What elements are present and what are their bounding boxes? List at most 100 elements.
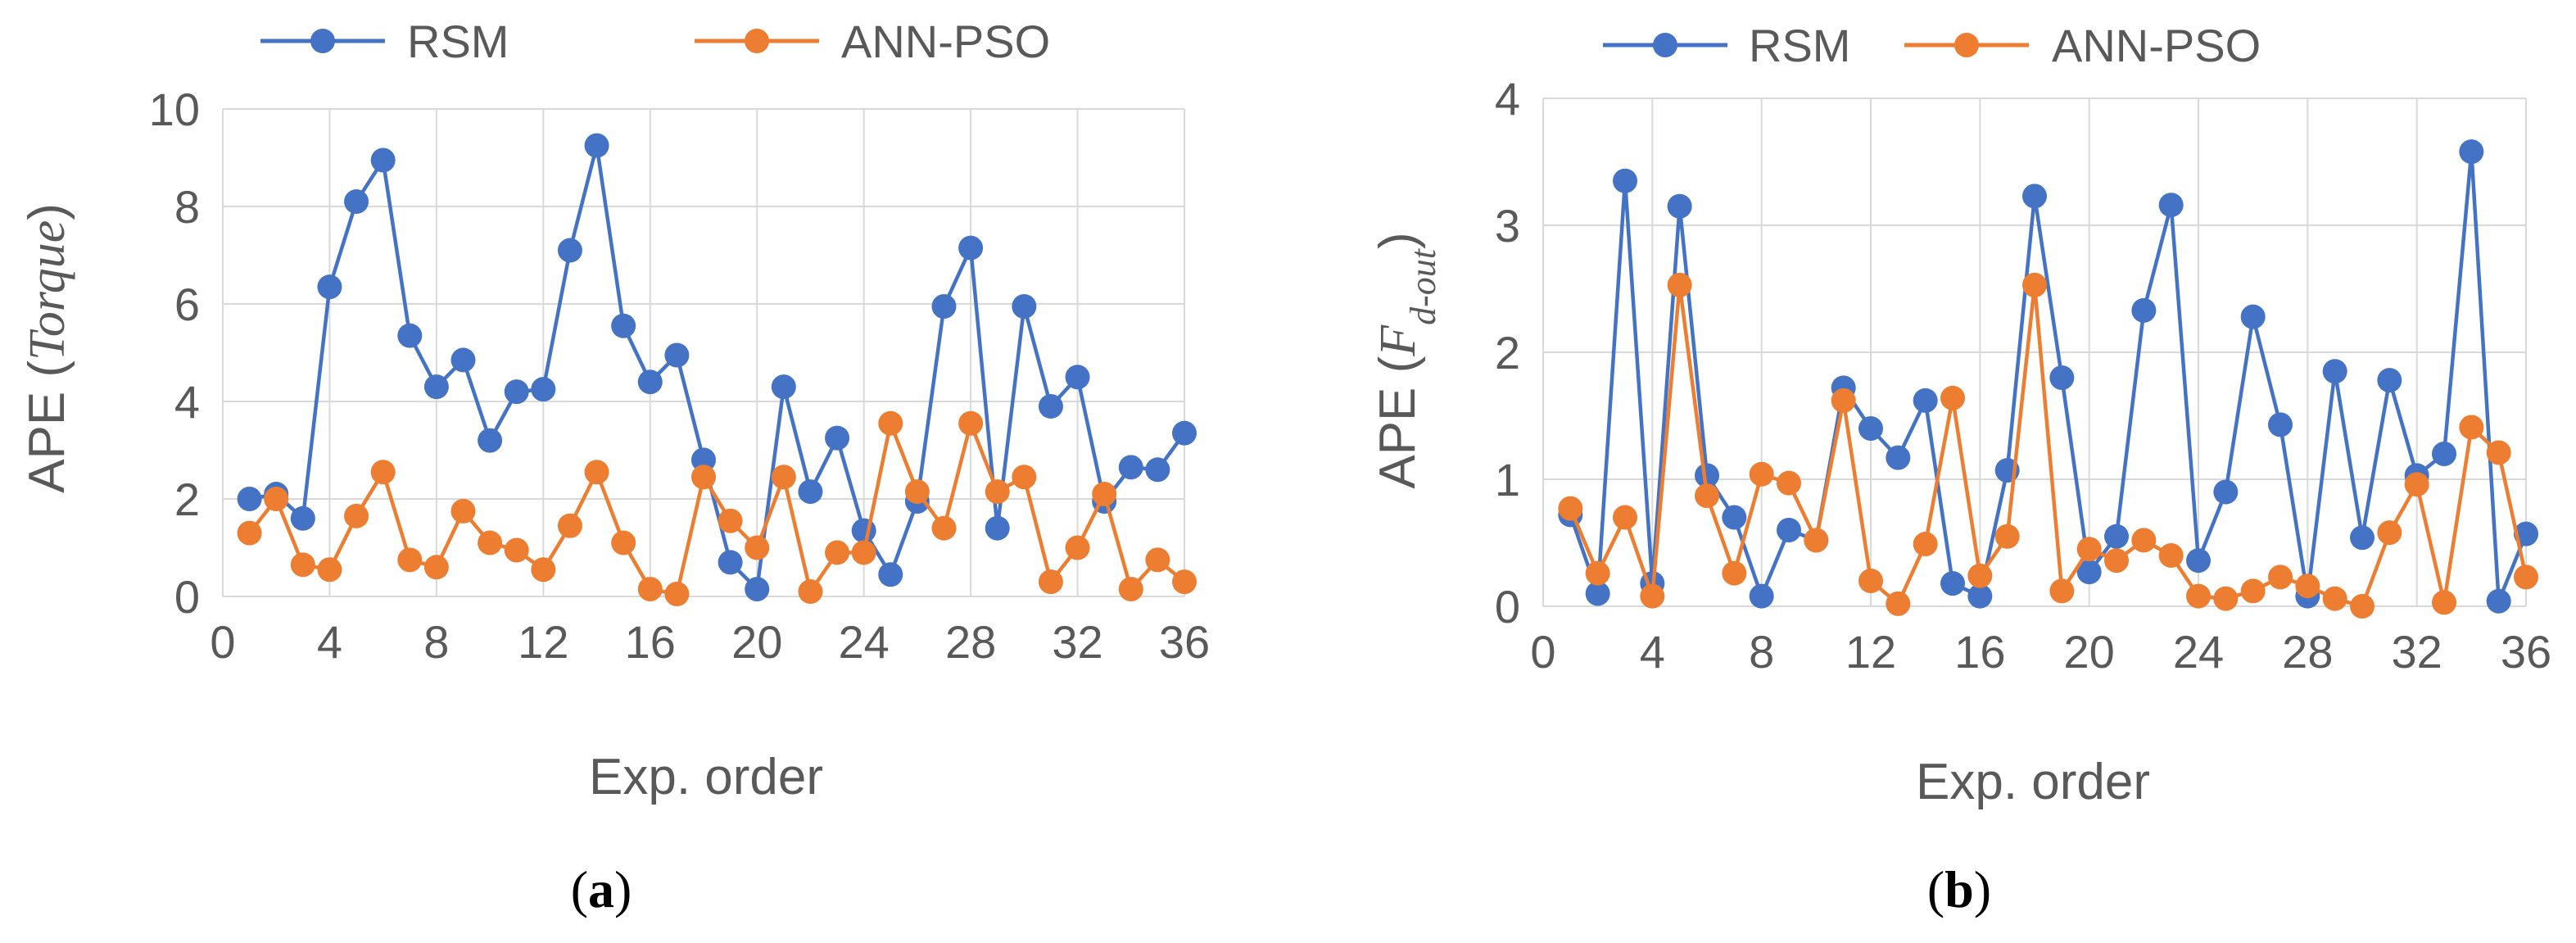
chart-b-ann-pso-point xyxy=(2514,564,2538,590)
chart-a-ytick-label: 2 xyxy=(174,474,200,525)
chart-b-ann-pso-point xyxy=(1913,532,1938,557)
chart-b-ann-pso-point xyxy=(2350,594,2375,619)
chart-b-rsm-point xyxy=(1913,388,1938,413)
chart-a-ann-pso-point xyxy=(344,503,369,528)
chart-a-rsm-point xyxy=(1172,420,1197,446)
caption-b-letter: b xyxy=(1944,860,1974,918)
chart-a-ann-pso-point xyxy=(317,557,342,583)
chart-b-y-axis-title: APE (Fd-out) xyxy=(1369,232,1443,488)
chart-a-rsm-point xyxy=(637,369,663,395)
chart-a-rsm-point xyxy=(611,313,636,338)
chart-a-rsm-point xyxy=(745,577,770,602)
chart-b-ytick-label: 2 xyxy=(1495,327,1520,379)
chart-b-rsm-point xyxy=(2240,304,2266,329)
chart-a-rsm-point xyxy=(1012,293,1037,319)
chart-b-ann-pso-point xyxy=(1640,583,1665,609)
chart-b-rsm-point xyxy=(2104,524,2129,549)
chart-b-ann-pso-point xyxy=(1994,524,2020,549)
chart-b-ann-pso-point xyxy=(1831,388,1856,413)
chart-a-ann-pso-point xyxy=(1012,465,1037,490)
chart-a-ann-pso-point xyxy=(397,547,423,573)
chart-b-rsm-point xyxy=(2049,365,2075,390)
chart-a-ann-pso-point xyxy=(264,487,289,511)
chart-a-ann-pso-point xyxy=(878,410,903,436)
chart-b-ann-pso-point xyxy=(2459,415,2484,440)
chart-a-ylabel-prefix: APE ( xyxy=(19,360,75,493)
chart-b-rsm-point xyxy=(1667,193,1692,219)
chart-b-ann-pso-point xyxy=(2076,537,2102,562)
chart-b-ann-pso-point xyxy=(2268,564,2293,590)
chart-a-rsm-point xyxy=(504,379,529,405)
chart-b-ann-pso-point xyxy=(2240,578,2266,604)
chart-a-ann-pso-point xyxy=(904,479,930,505)
chart-b-rsm-point xyxy=(2459,139,2484,165)
chart-b-ylabel-variable: F xyxy=(1370,324,1426,357)
legend-ann-pso-label: ANN-PSO xyxy=(2052,20,2261,71)
chart-a-ann-pso-point xyxy=(1038,569,1063,595)
chart-b-rsm-point xyxy=(1613,168,1637,193)
chart-b-rsm-point xyxy=(1749,583,1774,609)
chart-a-ann-pso-point xyxy=(1092,482,1117,507)
chart-a-ann-pso-point xyxy=(611,530,636,555)
chart-a-rsm-line xyxy=(249,143,1186,592)
legend-rsm-label: RSM xyxy=(1749,20,1850,71)
chart-a-ann-pso-point xyxy=(1118,577,1143,602)
chart-a-xtick-label: 8 xyxy=(423,616,449,668)
chart-b-rsm-point xyxy=(1886,445,1911,470)
chart-a-ann-pso-point xyxy=(825,540,850,565)
chart-b-ann-pso-point xyxy=(2377,520,2402,546)
chart-b-ann-pso-point xyxy=(2049,578,2075,604)
chart-b-ann-pso-point xyxy=(1722,560,1747,586)
chart-a-rsm-point xyxy=(397,323,423,348)
caption-b: (b) xyxy=(1927,860,1991,918)
chart-a-y-axis-title: APE (Torque) xyxy=(19,203,75,493)
chart-b-rsm-point xyxy=(2213,479,2239,505)
chart-a-rsm-point xyxy=(1118,455,1143,480)
chart-b-ann-pso-point xyxy=(2104,548,2129,574)
chart-b-rsm-point xyxy=(2268,412,2293,437)
chart-a-ann-pso-point xyxy=(423,555,449,580)
chart-b-rsm-point xyxy=(2076,560,2102,585)
chart-b-ann-pso-point xyxy=(1667,272,1692,297)
chart-a-rsm-point xyxy=(370,147,396,173)
chart-b-ann-pso-point xyxy=(2158,543,2184,568)
chart-b-xtick-label: 0 xyxy=(1530,626,1555,678)
chart-a-series xyxy=(237,133,1197,607)
chart-a-ytick-label: 6 xyxy=(174,279,200,330)
chart-b-ann-pso-point xyxy=(1940,385,1965,410)
chart-a-ytick-label: 10 xyxy=(149,84,200,135)
chart-b-ann-pso-line xyxy=(1569,283,2528,609)
chart-a-rsm-point xyxy=(344,189,369,215)
caption-a-open: ( xyxy=(571,860,588,918)
chart-a-ann-pso-point xyxy=(985,479,1010,505)
chart-a-rsm-point xyxy=(931,293,957,319)
chart-b-ann-pso-point xyxy=(2404,472,2429,497)
chart-b-ylabel-subscript: d-out xyxy=(1403,247,1443,325)
chart-a-ann-pso-point xyxy=(1065,535,1090,560)
chart-b-ytick-label: 1 xyxy=(1495,454,1520,506)
chart-b-ytick-label: 3 xyxy=(1495,200,1520,252)
chart-a-ann-pso-point xyxy=(745,535,770,560)
chart-b-legend: RSM ANN-PSO xyxy=(1603,20,2261,71)
chart-b-ann-pso-point xyxy=(1886,591,1911,616)
caption-a-letter: a xyxy=(588,860,614,918)
chart-a-rsm-point xyxy=(798,479,823,505)
chart-a-x-axis-title: Exp. order xyxy=(589,749,823,805)
chart-a-ann-pso-point xyxy=(931,515,957,541)
chart-a-xtick-label: 12 xyxy=(518,616,568,668)
caption-a: (a) xyxy=(571,860,632,918)
chart-a-ytick-label: 8 xyxy=(174,181,200,233)
chart-a-ann-pso-point xyxy=(290,552,315,578)
chart-b-rsm-point xyxy=(2350,525,2375,551)
chart-b-rsm-point xyxy=(2131,297,2157,323)
chart-b-ann-pso-point xyxy=(1585,560,1610,586)
chart-b-rsm-point xyxy=(1967,583,1993,609)
chart-a-xtick-label: 20 xyxy=(731,616,782,668)
chart-a-rsm-point xyxy=(584,133,609,158)
chart-b-ytick-label: 0 xyxy=(1495,581,1520,632)
chart-a-xtick-label: 36 xyxy=(1159,616,1210,668)
legend-rsm-marker xyxy=(1653,33,1677,57)
chart-b-ann-pso-point xyxy=(2131,528,2157,553)
